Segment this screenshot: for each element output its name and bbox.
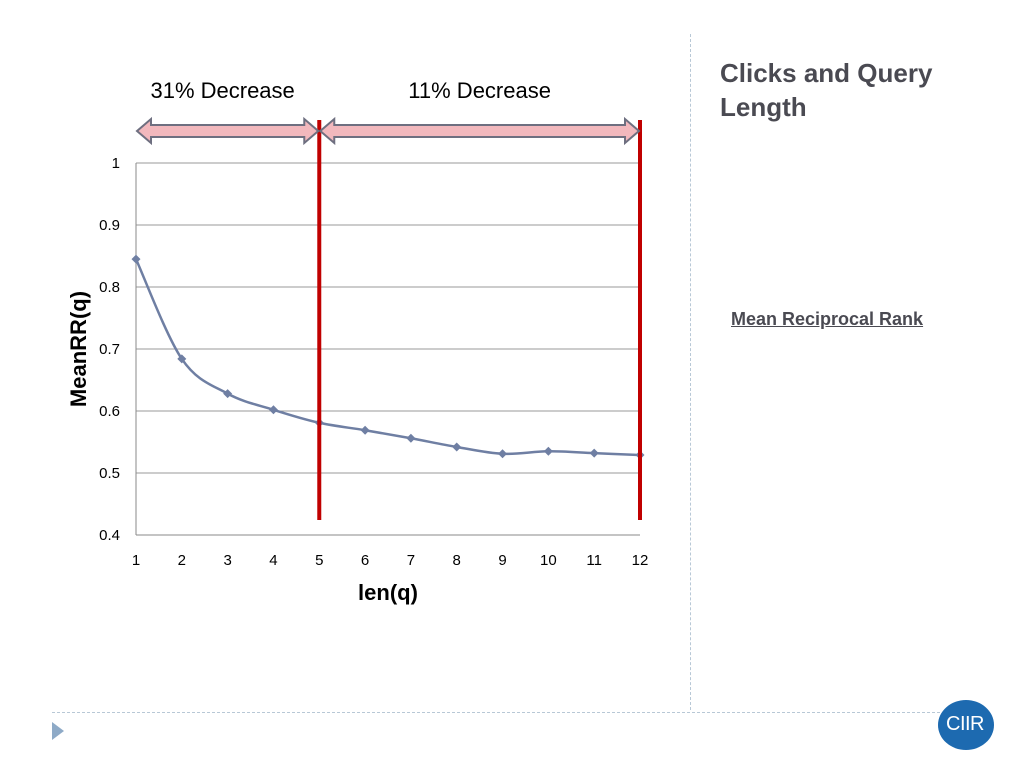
logo-circle [938, 700, 994, 750]
y-tick-label: 1 [112, 155, 120, 172]
x-tick-label: 6 [361, 552, 369, 569]
double-arrow [318, 116, 641, 146]
x-tick-label: 5 [315, 552, 323, 569]
x-tick-label: 8 [453, 552, 461, 569]
annotation-label: 11% Decrease [408, 78, 551, 103]
data-point [223, 389, 233, 399]
x-tick-label: 12 [632, 552, 649, 569]
vertical-divider [690, 34, 691, 710]
logo-text: CIIR [946, 713, 985, 735]
x-tick-label: 4 [269, 552, 277, 569]
y-tick-label: 0.6 [99, 403, 120, 420]
x-tick-label: 1 [132, 552, 140, 569]
x-tick-label: 10 [540, 552, 557, 569]
data-point [589, 448, 599, 458]
y-tick-label: 0.8 [99, 279, 120, 296]
data-point [177, 354, 187, 364]
x-tick-label: 7 [407, 552, 415, 569]
data-point [131, 254, 141, 264]
x-axis-title: len(q) [358, 580, 418, 605]
data-point [360, 425, 370, 435]
x-tick-label: 11 [586, 552, 602, 569]
ciir-logo: CIIR [938, 700, 994, 750]
series-line [134, 258, 641, 457]
data-point [452, 442, 462, 452]
double-arrow [135, 116, 320, 146]
y-tick-label: 0.7 [99, 341, 120, 358]
x-tick-label: 3 [223, 552, 231, 569]
slide-title: Clicks and Query Length [720, 58, 933, 122]
data-point [268, 405, 278, 415]
y-axis-title: MeanRR(q) [66, 291, 91, 407]
bullet-triangle-icon [52, 722, 64, 740]
data-point [406, 433, 416, 443]
x-tick-label: 9 [498, 552, 506, 569]
x-tick-label: 2 [178, 552, 186, 569]
annotation-label: 31% Decrease [150, 78, 294, 103]
mean-reciprocal-rank-link[interactable]: Mean Reciprocal Rank [731, 309, 924, 329]
footer-divider [52, 712, 940, 713]
data-point [543, 446, 553, 456]
data-point [498, 449, 508, 459]
y-tick-label: 0.4 [99, 527, 120, 544]
y-tick-label: 0.9 [99, 217, 120, 234]
y-tick-label: 0.5 [99, 465, 120, 482]
